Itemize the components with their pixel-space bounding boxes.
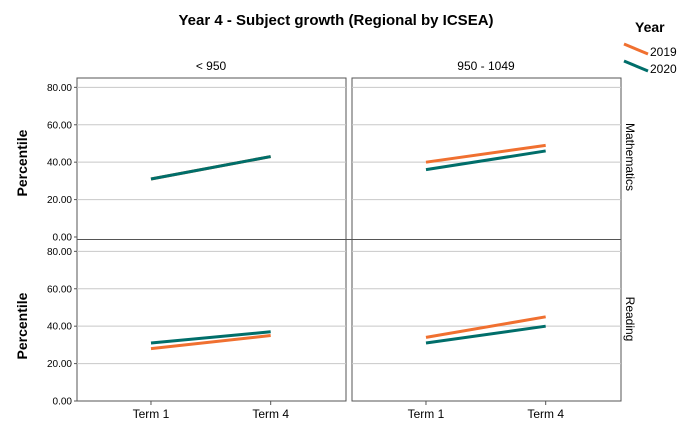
y-tick-label: 40.00 bbox=[47, 158, 72, 169]
x-tick-label: Term 4 bbox=[527, 407, 564, 421]
y-tick-label: 80.00 bbox=[47, 83, 72, 94]
row-header-reading: Reading bbox=[623, 297, 637, 342]
series-line-2020-mathematics-950-1049 bbox=[425, 149, 546, 172]
legend-swatch-2020 bbox=[623, 59, 649, 73]
x-tick-label: Term 1 bbox=[133, 407, 170, 421]
legend-label-2019: 2019 bbox=[650, 45, 677, 59]
y-tick-label: 0.00 bbox=[53, 397, 73, 408]
legend-entry-2019: 2019 bbox=[623, 42, 677, 59]
x-tick-label: Term 1 bbox=[408, 407, 445, 421]
y-tick-label: 60.00 bbox=[47, 284, 72, 295]
series-line-2019-mathematics-950-1049 bbox=[425, 143, 546, 164]
y-tick-label: 20.00 bbox=[47, 359, 72, 370]
series-line-2020-reading-lt-950 bbox=[150, 330, 271, 345]
x-tick-label: Term 4 bbox=[252, 407, 289, 421]
column-header-lt-950: < 950 bbox=[196, 59, 227, 73]
series-line-2019-reading-950-1049 bbox=[425, 315, 546, 339]
y-tick-label: 20.00 bbox=[47, 195, 72, 206]
series-line-2020-reading-950-1049 bbox=[425, 324, 546, 345]
series-line-2019-reading-lt-950 bbox=[150, 334, 271, 351]
y-axis-title-bottom: Percentile bbox=[14, 292, 30, 359]
y-axis-title-top: Percentile bbox=[14, 129, 30, 196]
y-tick-label: 0.00 bbox=[53, 233, 73, 244]
series-line-2020-mathematics-lt-950 bbox=[150, 155, 271, 181]
chart-title: Year 4 - Subject growth (Regional by ICS… bbox=[178, 12, 493, 29]
y-tick-label: 40.00 bbox=[47, 322, 72, 333]
legend-swatch-2019 bbox=[623, 42, 649, 56]
legend-title: Year bbox=[635, 19, 665, 35]
legend-label-2020: 2020 bbox=[650, 62, 677, 76]
y-tick-label: 80.00 bbox=[47, 247, 72, 258]
y-tick-label: 60.00 bbox=[47, 120, 72, 131]
row-header-mathematics: Mathematics bbox=[623, 123, 637, 191]
column-header-950-1049: 950 - 1049 bbox=[457, 59, 515, 73]
legend-entry-2020: 2020 bbox=[623, 59, 677, 76]
